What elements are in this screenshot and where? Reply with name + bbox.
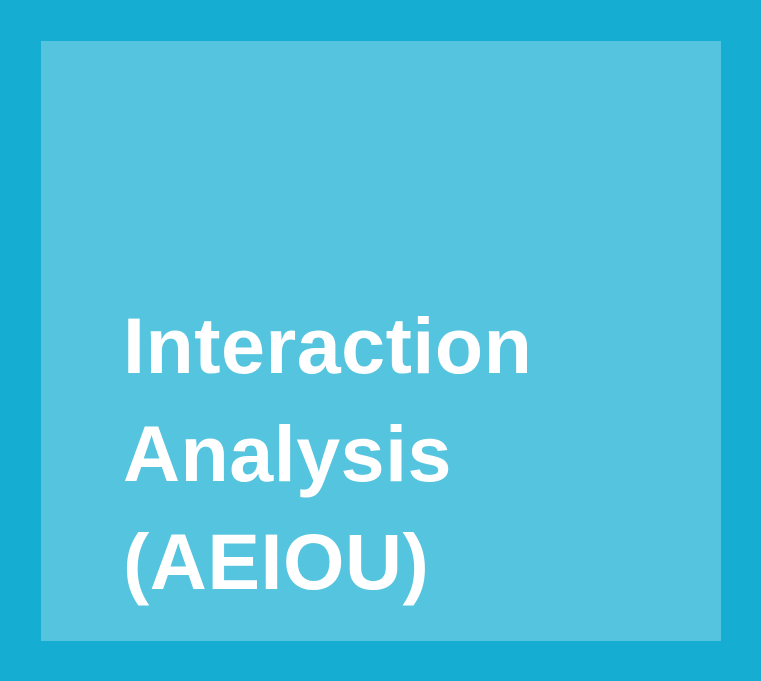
card-panel: Interaction Analysis (AEIOU): [41, 41, 721, 641]
title-line-2: Analysis: [123, 409, 452, 498]
title-line-3: (AEIOU): [123, 517, 430, 606]
title-line-1: Interaction: [123, 301, 533, 390]
card-title: Interaction Analysis (AEIOU): [123, 292, 532, 616]
